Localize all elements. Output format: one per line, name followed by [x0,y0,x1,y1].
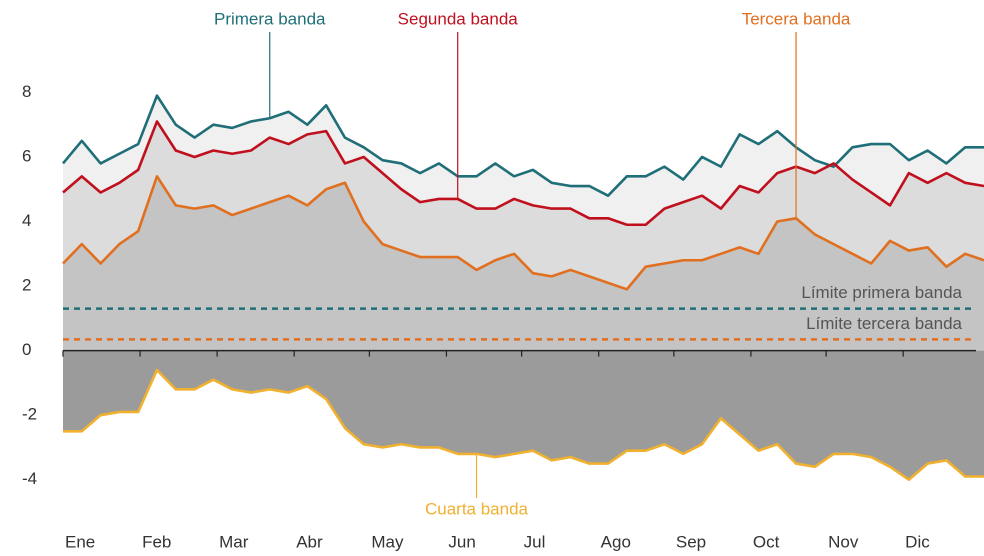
x-tick-label: Mar [219,532,249,551]
series-label: Segunda banda [398,9,519,28]
x-tick-label: Oct [753,532,780,551]
y-tick-label: 0 [22,340,31,359]
series-label: Primera banda [214,9,326,28]
x-tick-label: Ago [601,532,631,551]
x-tick-label: Dic [905,532,930,551]
x-tick-label: May [371,532,404,551]
y-tick-label: -4 [22,469,37,488]
x-tick-label: Nov [828,532,859,551]
x-tick-label: Jun [448,532,475,551]
y-tick-label: 2 [22,276,31,295]
band-line [62,175,984,291]
series-label: Cuarta banda [425,499,529,518]
x-tick-label: Jul [524,532,546,551]
x-tick-label: Feb [142,532,171,551]
band-line [62,120,984,227]
band-area [63,176,984,351]
y-tick-label: -2 [22,405,37,424]
reference-label: Límite tercera banda [806,314,962,333]
band-area [63,350,984,480]
x-tick-label: Abr [296,532,323,551]
reference-label: Límite primera banda [801,283,962,302]
y-tick-label: 6 [22,146,31,165]
x-tick-label: Ene [65,532,95,551]
y-tick-label: 8 [22,82,31,101]
band-line [63,368,984,482]
series-label: Tercera banda [742,9,851,28]
y-tick-label: 4 [22,211,31,230]
x-tick-label: Sep [676,532,706,551]
